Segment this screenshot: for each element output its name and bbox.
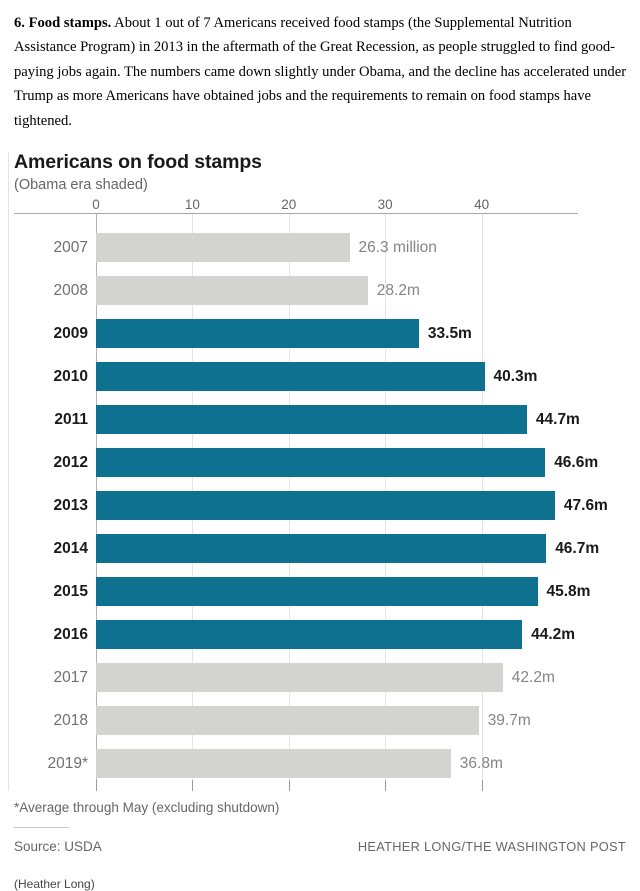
year-label: 2012 [53,453,88,471]
year-label: 2015 [53,582,88,600]
bar [96,491,555,521]
bar [96,663,503,693]
bar [96,706,479,736]
bar-row-2007: 2007 26.3 million [14,226,626,269]
year-label: 2008 [53,281,88,299]
value-label: 44.2m [531,625,576,643]
source-label: Source: USDA [14,839,102,855]
footer-divider [14,827,69,829]
year-label: 2007 [53,238,88,256]
value-label: 42.2m [511,668,555,686]
bar [96,319,419,349]
chart: 0 10 20 30 40 2007 26.3 million 2008 28.2m 2009 3… [14,195,626,792]
year-label: 2010 [53,367,88,385]
bar-row-2009: 2009 33.5m [14,312,626,355]
bottom-tick-0 [96,780,97,792]
bottom-tick-30 [385,780,387,792]
bar-row-2018: 2018 39.7m [14,699,626,742]
value-label: 46.6m [554,453,599,471]
year-label: 2019* [47,754,88,772]
source-row: Source: USDA HEATHER LONG/THE WASHINGTON… [14,839,626,854]
image-caption: (Heather Long) [14,877,95,891]
value-label: 45.8m [546,582,591,600]
year-label: 2009 [53,324,88,342]
value-label: 46.7m [555,539,600,557]
value-label: 39.7m [487,711,531,729]
chart-embed: Americans on food stamps (Obama era shad… [8,151,640,792]
year-label: 2018 [53,711,88,729]
bottom-tick-40 [481,780,483,792]
byline-credit: HEATHER LONG/THE WASHINGTON POST [357,839,626,855]
bar-row-2017: 2017 42.2m [14,656,626,699]
chart-title: Americans on food stamps [14,151,262,174]
bar [96,448,546,478]
bar [96,233,350,263]
bar-row-2012: 2012 46.6m [14,441,626,484]
bottom-tick-10 [192,780,194,792]
value-label: 40.3m [493,367,538,385]
x-axis-labels: 0 10 20 30 40 [14,195,626,213]
bar [96,405,527,435]
plot-area: 2007 26.3 million 2008 28.2m 2009 33.5m 2010 40… [14,214,626,792]
bar [96,577,538,607]
article-lead-bold: 6. Food stamps. [14,15,112,31]
x-axis-tick-label-0: 0 [92,197,100,213]
bar-row-2008: 2008 28.2m [14,269,626,312]
bar [96,749,451,779]
chart-subtitle: (Obama era shaded) [14,177,148,194]
bottom-tick-20 [288,780,290,792]
value-label: 47.6m [563,496,608,514]
bar-row-2016: 2016 44.2m [14,613,626,656]
x-axis-tick-label-40: 40 [474,197,490,213]
year-label: 2013 [53,496,88,514]
value-label: 44.7m [535,410,580,428]
bar-rows: 2007 26.3 million 2008 28.2m 2009 33.5m 2010 40… [14,214,626,785]
bar-row-2015: 2015 45.8m [14,570,626,613]
x-axis-tick-label-20: 20 [281,197,297,213]
article-body-text: About 1 out of 7 Americans received food… [14,15,627,129]
year-label: 2016 [53,625,88,643]
article-paragraph: 6. Food stamps. About 1 out of 7 America… [14,11,627,133]
year-label: 2017 [53,668,88,686]
value-label: 26.3 million [358,238,437,256]
bar [96,620,523,650]
bar [96,534,547,564]
year-label: 2014 [53,539,88,557]
x-axis-tick-label-30: 30 [377,197,393,213]
bar-row-2011: 2011 44.7m [14,398,626,441]
x-axis-tick-label-10: 10 [184,197,200,213]
x-axis-line [14,213,578,215]
year-label: 2011 [54,410,88,428]
bar-row-2013: 2013 47.6m [14,484,626,527]
bar [96,276,368,306]
chart-footnote: *Average through May (excluding shutdown… [14,800,280,816]
bar-row-2014: 2014 46.7m [14,527,626,570]
bar [96,362,485,392]
value-label: 33.5m [427,324,472,342]
value-label: 28.2m [376,281,420,299]
value-label: 36.8m [459,754,503,772]
bar-row-2010: 2010 40.3m [14,355,626,398]
bar-row-2019: 2019* 36.8m [14,742,626,785]
